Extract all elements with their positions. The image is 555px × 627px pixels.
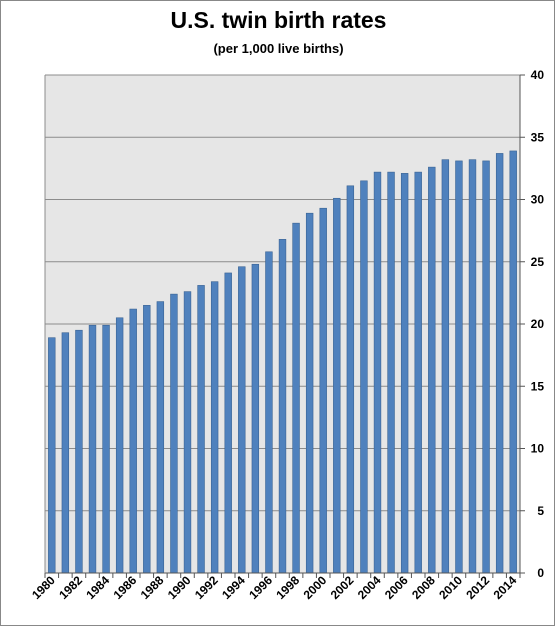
x-tick-label: 2008 (409, 573, 438, 602)
x-tick-label: 2012 (463, 573, 492, 602)
bar (251, 263, 260, 574)
bar (210, 281, 219, 574)
x-tick-label: 1980 (29, 573, 58, 602)
bar (387, 171, 395, 574)
bar (400, 173, 409, 574)
bar (346, 185, 355, 574)
x-tick-label: 1994 (219, 573, 248, 602)
y-tick-label: 15 (531, 379, 545, 393)
x-tick-label: 1990 (165, 573, 194, 602)
chart-title: U.S. twin birth rates (170, 7, 387, 33)
bar (238, 266, 246, 574)
y-tick-label: 25 (531, 255, 545, 269)
bar (197, 285, 205, 574)
bar (61, 332, 70, 574)
bar (170, 293, 178, 574)
x-tick-label: 2004 (355, 573, 384, 602)
bar (333, 197, 341, 574)
bar (482, 160, 490, 574)
bar (278, 239, 287, 574)
chart-subtitle: (per 1,000 live births) (213, 41, 344, 56)
x-tick-label: 2010 (436, 573, 465, 602)
y-tick-label: 30 (531, 193, 545, 207)
x-tick-label: 1992 (192, 573, 221, 602)
bar (414, 171, 422, 574)
bar (75, 329, 83, 574)
bar (183, 291, 192, 574)
bar (129, 308, 137, 574)
bar (373, 171, 382, 574)
x-tick-label: 1982 (56, 573, 85, 602)
y-tick-label: 20 (531, 317, 545, 331)
bar (143, 305, 151, 574)
bar (265, 251, 273, 574)
x-tick-label: 1998 (273, 573, 302, 602)
bar (441, 159, 450, 574)
bar (115, 317, 124, 574)
x-tick-label: 2014 (491, 573, 520, 602)
bar (48, 337, 56, 574)
bar (455, 160, 463, 574)
bar (319, 207, 327, 574)
bar (495, 153, 504, 574)
x-tick-label: 1996 (246, 573, 275, 602)
bar (305, 212, 314, 574)
x-tick-label: 2006 (382, 573, 411, 602)
bar (509, 150, 517, 574)
y-tick-label: 40 (531, 68, 545, 82)
bar (102, 324, 110, 574)
bar (292, 222, 300, 574)
x-tick-label: 1986 (111, 573, 140, 602)
y-tick-label: 0 (537, 566, 544, 580)
bar (88, 324, 97, 574)
x-tick-label: 1988 (138, 573, 167, 602)
bar (428, 166, 436, 574)
bar (156, 301, 165, 574)
bar (468, 159, 477, 574)
x-tick-label: 2002 (328, 573, 357, 602)
x-tick-label: 1984 (83, 573, 112, 602)
y-tick-label: 10 (531, 442, 545, 456)
y-tick-label: 5 (537, 504, 544, 518)
bar (360, 180, 368, 574)
x-tick-label: 2000 (301, 573, 330, 602)
bar (224, 272, 232, 574)
y-tick-label: 35 (531, 130, 545, 144)
